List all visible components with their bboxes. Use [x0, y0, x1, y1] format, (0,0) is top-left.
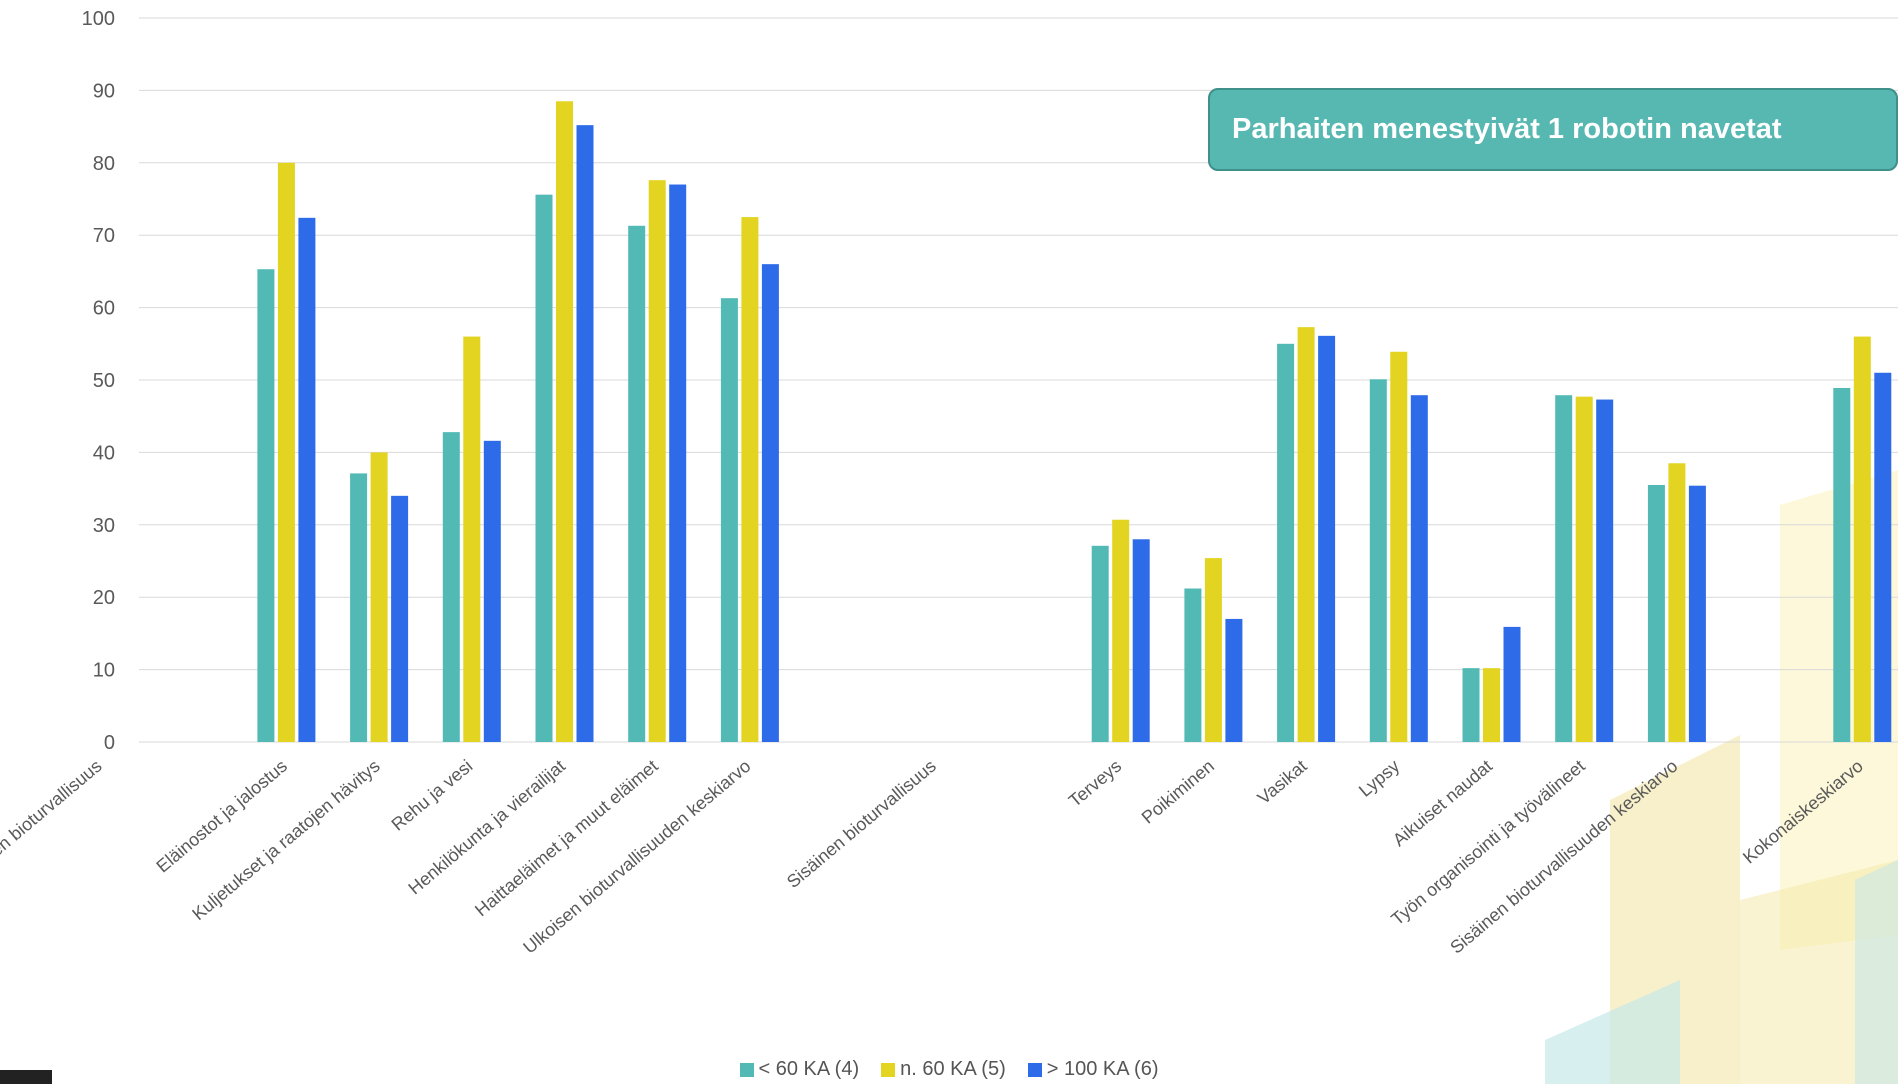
legend-label: n. 60 KA (5): [900, 1058, 1006, 1080]
x-tick-label: Työn organisointi ja työvälineet: [1387, 756, 1588, 930]
bar: [1596, 399, 1614, 742]
bar: [277, 162, 295, 743]
bar: [1668, 463, 1686, 742]
bar: [1112, 519, 1130, 742]
bar: [576, 125, 594, 743]
bar: [1297, 327, 1315, 742]
bar: [1833, 387, 1851, 742]
bar: [1390, 351, 1408, 742]
legend-item-series-1: < 60 KA (4): [739, 1058, 860, 1081]
highlight-callout: Parhaiten menestyivät 1 robotin navetat: [1208, 88, 1898, 171]
legend-label: < 60 KA (4): [758, 1058, 860, 1080]
bar: [1132, 539, 1150, 742]
x-tick-label: Rehu ja vesi: [388, 756, 477, 835]
bar: [1204, 558, 1222, 742]
bar: [483, 440, 501, 742]
bar: [720, 298, 738, 742]
bar: [1688, 485, 1706, 742]
bar: [1277, 343, 1295, 742]
legend-label: > 100 KA (6): [1046, 1058, 1159, 1080]
y-tick-label: 0: [104, 732, 115, 754]
bar: [761, 264, 779, 742]
bar: [628, 225, 646, 743]
bar: [1555, 395, 1573, 742]
bar: [1318, 335, 1336, 742]
legend-swatch: [1027, 1062, 1042, 1077]
x-tick-label: Ulkoinen bioturvallisuus: [0, 756, 106, 893]
bar: [1874, 372, 1892, 742]
bar: [556, 101, 573, 742]
y-tick-label: 80: [93, 153, 115, 175]
x-tick-label: Sisäinen bioturvallisuus: [783, 756, 940, 892]
legend-swatch: [739, 1062, 754, 1077]
bar: [463, 336, 481, 742]
x-tick-label: Vasikat: [1254, 756, 1311, 808]
callout-text: Parhaiten menestyivät 1 robotin navetat: [1232, 113, 1782, 145]
x-tick-label: Lypsy: [1355, 756, 1403, 801]
bar: [442, 432, 460, 742]
y-tick-label: 100: [82, 8, 115, 30]
bar: [298, 217, 316, 743]
y-tick-label: 60: [93, 298, 115, 320]
bar: [535, 194, 553, 742]
bar: [391, 495, 409, 742]
legend-swatch: [881, 1062, 896, 1077]
x-tick-label: Kokonaiskeskiarvo: [1739, 756, 1867, 868]
y-tick-label: 20: [93, 587, 115, 609]
x-tick-label: Kuljetukset ja raatojen hävitys: [188, 756, 383, 924]
bar: [1503, 626, 1521, 742]
bar: [1853, 336, 1871, 742]
legend-item-series-2: n. 60 KA (5): [881, 1058, 1006, 1081]
y-tick-label: 70: [93, 225, 115, 247]
bar: [257, 269, 275, 742]
chart-legend: < 60 KA (4) n. 60 KA (5) > 100 KA (6): [0, 1058, 1898, 1081]
x-tick-label: Henkilökunta ja vierailijat: [404, 756, 569, 899]
y-tick-label: 40: [93, 442, 115, 464]
x-tick-label: Poikiminen: [1138, 756, 1218, 828]
y-tick-label: 30: [93, 515, 115, 537]
corner-mark: [0, 1070, 52, 1084]
x-tick-label: Haittaeläimet ja muut eläimet: [471, 756, 662, 921]
bar: [1483, 668, 1500, 742]
y-tick-label: 10: [93, 660, 115, 682]
bar: [1369, 379, 1387, 742]
bar: [669, 184, 687, 742]
bar: [370, 452, 388, 742]
bar: [1410, 395, 1428, 742]
bar: [648, 180, 666, 742]
bar: [741, 217, 759, 743]
y-tick-label: 50: [93, 370, 115, 392]
bar: [350, 473, 368, 742]
legend-item-series-3: > 100 KA (6): [1027, 1058, 1159, 1081]
bar: [1184, 588, 1202, 742]
bar: [1575, 396, 1593, 742]
bar: [1091, 545, 1109, 742]
bar: [1462, 668, 1480, 742]
x-tick-label: Terveys: [1065, 756, 1125, 811]
y-tick-label: 90: [93, 80, 115, 102]
bar: [1225, 618, 1243, 742]
bar: [1647, 484, 1665, 742]
